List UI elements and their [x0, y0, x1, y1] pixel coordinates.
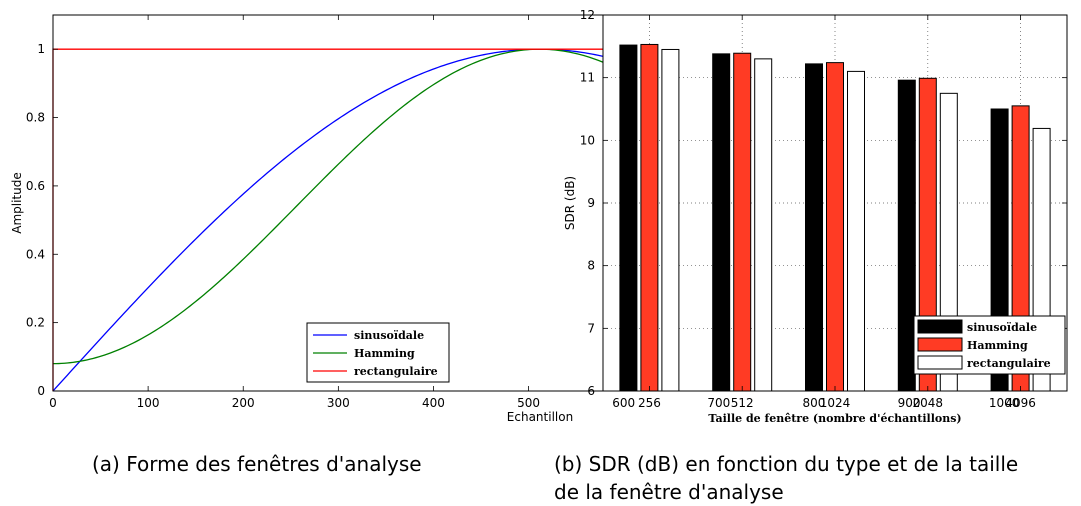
chart-a-xlabel: Echantillon: [507, 410, 573, 424]
chart-b-xtick-label: 4096: [1005, 396, 1036, 410]
chart-a-ylabel: Amplitude: [10, 172, 24, 234]
chart-b-ytick-label: 6: [587, 384, 595, 398]
chart-a-xtick-label: 300: [327, 396, 350, 410]
chart-a-xtick-label: 100: [137, 396, 160, 410]
chart-b-xlabel: Taille de fenêtre (nombre d'échantillons…: [708, 412, 961, 425]
chart-b-bar-256-2: [661, 48, 680, 392]
chart-b-bar-2048-0: [897, 79, 916, 392]
chart-a-ytick-label: 0.4: [26, 247, 45, 261]
chart-a-xtick-label: 400: [422, 396, 445, 410]
chart-b-xtick-label: 256: [638, 396, 661, 410]
chart-b-bar-1024-1: [826, 62, 844, 392]
chart-b-bar-512-1: [733, 52, 752, 392]
caption-b-line1: (b) SDR (dB) en fonction du type et de l…: [554, 452, 1019, 476]
chart-b-xtick-label: 512: [731, 396, 754, 410]
chart-b-ytick-label: 10: [580, 133, 595, 147]
chart-a-legend-label: rectangulaire: [354, 365, 438, 378]
chart-b-legend-swatch: [917, 355, 963, 370]
chart-a-ytick-label: 0.6: [26, 179, 45, 193]
chart-a-legend-label: sinusoïdale: [354, 329, 424, 342]
chart-b-bar-512-2: [754, 58, 773, 392]
chart-b-xtick-label: 1024: [820, 396, 851, 410]
chart-a-xtick-label: 900: [898, 396, 921, 410]
chart-b-bar-1024-2: [847, 70, 865, 392]
chart-a-xtick-label: 500: [517, 396, 540, 410]
chart-b-legend-swatch: [917, 319, 963, 334]
chart-b-bar-1024-0: [805, 63, 823, 392]
chart-a-xtick-label: 200: [232, 396, 255, 410]
chart-b-ylabel: SDR (dB): [563, 176, 577, 230]
chart-a-ytick-label: 0: [37, 384, 45, 398]
chart-b-legend-label: sinusoïdale: [967, 321, 1037, 334]
caption-b: (b) SDR (dB) en fonction du type et de l…: [554, 450, 1018, 506]
chart-a-ytick-label: 0.2: [26, 316, 45, 330]
chart-b-legend-label: rectangulaire: [967, 357, 1051, 370]
chart-b-legend-swatch: [917, 337, 963, 352]
chart-a-xtick-label: 1000: [989, 396, 1020, 410]
caption-b-line2: de la fenêtre d'analyse: [554, 480, 784, 504]
chart-b-bar-256-0: [619, 44, 638, 392]
chart-b-ytick-label: 11: [580, 71, 595, 85]
caption-a: (a) Forme des fenêtres d'analyse: [92, 452, 422, 476]
chart-b-xtick-label: 2048: [913, 396, 944, 410]
chart-a-xtick-label: 0: [49, 396, 57, 410]
chart-b-ytick-label: 7: [587, 321, 595, 335]
chart-a-xtick-label: 800: [802, 396, 825, 410]
chart-a-xtick-label: 700: [707, 396, 730, 410]
chart-b-bar-256-1: [640, 43, 659, 392]
chart-a-legend-label: Hamming: [354, 347, 415, 360]
chart-a-xtick-label: 600: [612, 396, 635, 410]
chart-b-legend-label: Hamming: [967, 339, 1028, 352]
chart-a-ytick-label: 1: [37, 42, 45, 56]
chart-b-ytick-label: 12: [580, 8, 595, 22]
chart-b-ytick-label: 9: [587, 196, 595, 210]
chart-b-ytick-label: 8: [587, 259, 595, 273]
chart-b: 6 7 8 9 10 11 12 256 512 1024 2048 4096 Taille de fe…: [563, 8, 1068, 425]
chart-b-bar-512-0: [712, 53, 731, 392]
chart-a-ytick-label: 0.8: [26, 111, 45, 125]
